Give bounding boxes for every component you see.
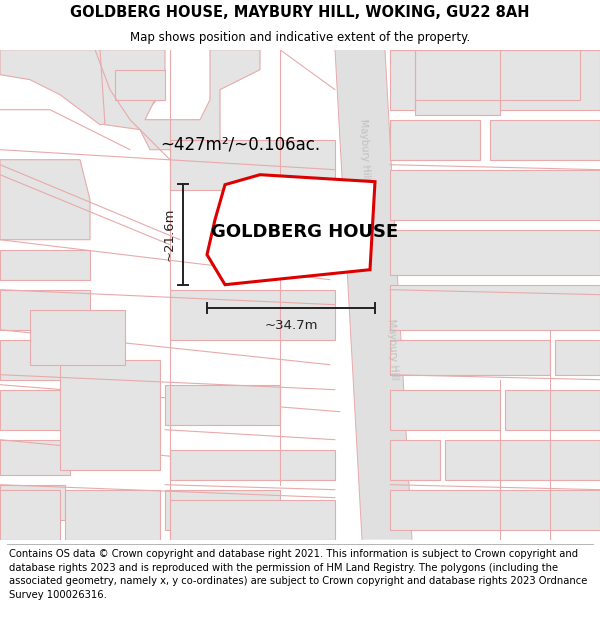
Polygon shape [390, 229, 600, 274]
Polygon shape [170, 449, 335, 479]
Polygon shape [165, 489, 280, 529]
Polygon shape [0, 484, 65, 519]
Polygon shape [390, 284, 600, 329]
Polygon shape [170, 499, 335, 539]
Text: Maybury Hill: Maybury Hill [386, 319, 400, 381]
Polygon shape [207, 174, 375, 284]
Text: ~427m²/~0.106ac.: ~427m²/~0.106ac. [160, 136, 320, 154]
Polygon shape [115, 69, 165, 99]
Polygon shape [505, 390, 600, 429]
Polygon shape [390, 49, 600, 110]
Polygon shape [445, 439, 600, 479]
Polygon shape [0, 49, 165, 124]
Polygon shape [415, 49, 580, 110]
Polygon shape [0, 489, 60, 539]
Text: ~21.6m: ~21.6m [163, 208, 176, 261]
Polygon shape [390, 489, 600, 529]
Text: Maybury Hill: Maybury Hill [358, 119, 371, 181]
Text: Contains OS data © Crown copyright and database right 2021. This information is : Contains OS data © Crown copyright and d… [9, 549, 587, 600]
Polygon shape [0, 339, 90, 379]
Polygon shape [555, 339, 600, 374]
Polygon shape [415, 99, 500, 114]
Text: ~34.7m: ~34.7m [264, 319, 318, 332]
Polygon shape [0, 159, 90, 239]
Polygon shape [0, 249, 90, 279]
Polygon shape [390, 119, 480, 159]
Polygon shape [390, 339, 550, 374]
Polygon shape [165, 384, 280, 424]
Polygon shape [390, 439, 440, 479]
Polygon shape [0, 289, 90, 329]
Text: GOLDBERG HOUSE: GOLDBERG HOUSE [211, 222, 398, 241]
Polygon shape [390, 169, 600, 219]
Polygon shape [170, 139, 335, 189]
Text: Map shows position and indicative extent of the property.: Map shows position and indicative extent… [130, 31, 470, 44]
Polygon shape [60, 359, 160, 469]
Polygon shape [490, 119, 600, 159]
Polygon shape [65, 489, 160, 539]
Polygon shape [0, 439, 70, 474]
Polygon shape [30, 309, 125, 364]
Polygon shape [170, 289, 335, 339]
Polygon shape [390, 390, 500, 429]
Polygon shape [100, 49, 260, 149]
Text: GOLDBERG HOUSE, MAYBURY HILL, WOKING, GU22 8AH: GOLDBERG HOUSE, MAYBURY HILL, WOKING, GU… [70, 5, 530, 20]
Polygon shape [0, 390, 80, 429]
Polygon shape [335, 49, 412, 539]
